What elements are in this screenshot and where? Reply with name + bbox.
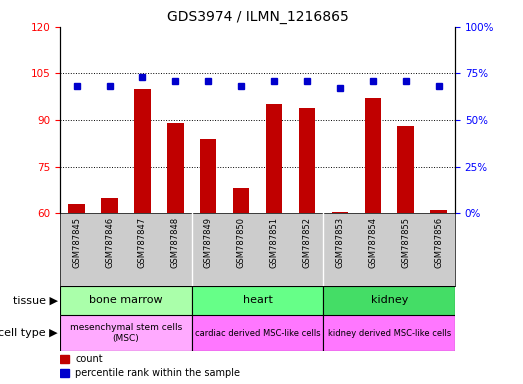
Text: count: count — [75, 354, 103, 364]
Text: kidney: kidney — [370, 295, 408, 306]
Bar — [323, 315, 455, 351]
Bar — [192, 286, 323, 315]
Text: cardiac derived MSC-like cells: cardiac derived MSC-like cells — [195, 329, 321, 338]
Text: cell type ▶: cell type ▶ — [0, 328, 58, 338]
Text: GSM787850: GSM787850 — [236, 217, 246, 268]
Bar — [233, 188, 249, 213]
Text: GSM787848: GSM787848 — [171, 217, 180, 268]
Bar — [397, 126, 414, 213]
Bar — [430, 210, 447, 213]
Text: GSM787856: GSM787856 — [434, 217, 443, 268]
Title: GDS3974 / ILMN_1216865: GDS3974 / ILMN_1216865 — [167, 10, 348, 25]
Text: bone marrow: bone marrow — [89, 295, 163, 306]
Text: GSM787847: GSM787847 — [138, 217, 147, 268]
Bar — [266, 104, 282, 213]
Bar — [299, 108, 315, 213]
Text: mesenchymal stem cells
(MSC): mesenchymal stem cells (MSC) — [70, 323, 182, 343]
Text: kidney derived MSC-like cells: kidney derived MSC-like cells — [327, 329, 451, 338]
Bar — [60, 356, 69, 363]
Text: GSM787852: GSM787852 — [302, 217, 311, 268]
Bar — [101, 198, 118, 213]
Text: GSM787846: GSM787846 — [105, 217, 114, 268]
Text: GSM787853: GSM787853 — [335, 217, 344, 268]
Text: GSM787845: GSM787845 — [72, 217, 81, 268]
Text: heart: heart — [243, 295, 272, 306]
Bar — [200, 139, 217, 213]
Bar — [60, 315, 192, 351]
Text: GSM787849: GSM787849 — [204, 217, 213, 268]
Bar — [192, 315, 323, 351]
Text: GSM787855: GSM787855 — [401, 217, 410, 268]
Text: GSM787854: GSM787854 — [368, 217, 377, 268]
Bar — [134, 89, 151, 213]
Bar — [365, 98, 381, 213]
Text: tissue ▶: tissue ▶ — [13, 295, 58, 306]
Bar — [323, 286, 455, 315]
Bar — [69, 204, 85, 213]
Text: percentile rank within the sample: percentile rank within the sample — [75, 367, 240, 378]
Bar — [332, 212, 348, 213]
Bar — [60, 369, 69, 377]
Bar — [167, 123, 184, 213]
Bar — [60, 286, 192, 315]
Text: GSM787851: GSM787851 — [269, 217, 279, 268]
